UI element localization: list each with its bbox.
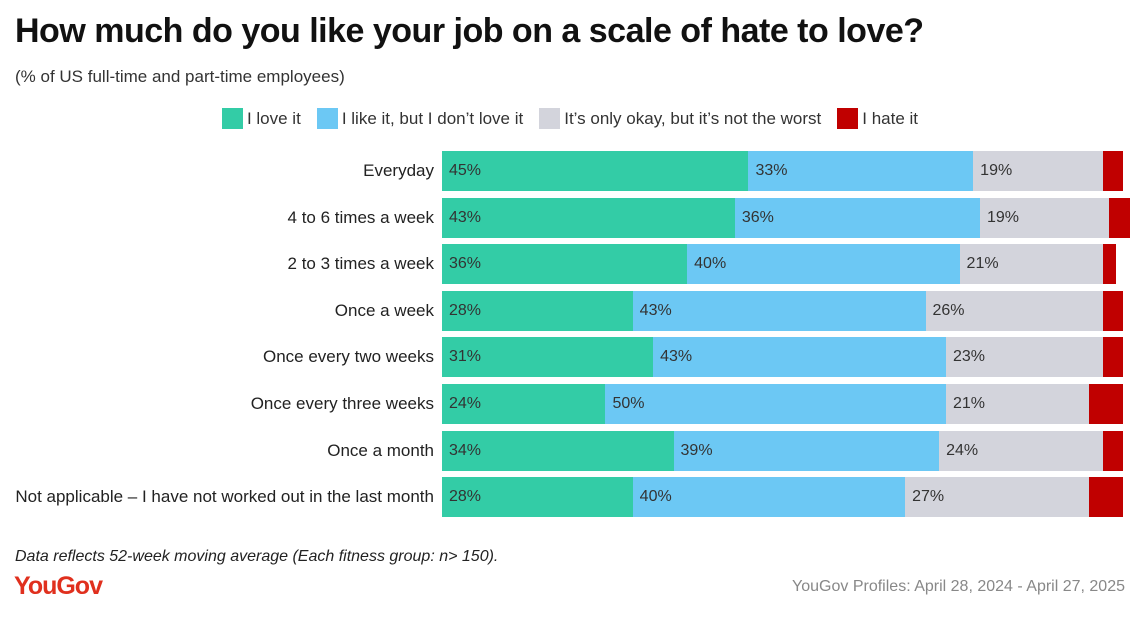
- value-label: 28%: [449, 301, 482, 319]
- bar-segment: 36%: [442, 244, 688, 285]
- bar-segment: [1102, 337, 1123, 378]
- category-label: Once a week: [334, 300, 434, 320]
- value-label: 43%: [639, 301, 672, 319]
- value-label: 26%: [932, 301, 965, 319]
- legend-item: I like it, but I don’t love it: [316, 108, 524, 129]
- bar-segment: 43%: [442, 197, 735, 238]
- legend-label: I like it, but I don’t love it: [341, 108, 524, 128]
- value-label: 34%: [449, 441, 482, 459]
- bar-segment: [1102, 244, 1117, 285]
- bar-segment: 45%: [442, 151, 749, 191]
- value-label: 19%: [980, 162, 1013, 179]
- legend-swatch: [316, 108, 338, 129]
- value-label: 36%: [449, 255, 482, 273]
- value-label: 24%: [449, 395, 482, 412]
- value-label: 40%: [639, 488, 672, 506]
- category-label: Everyday: [363, 161, 434, 180]
- bar-segment: 28%: [442, 477, 633, 518]
- value-label: 27%: [912, 488, 945, 506]
- bar-segment: 28%: [442, 290, 633, 331]
- legend: I love it I like it, but I don’t love it I…: [0, 108, 1140, 129]
- legend-swatch: [539, 108, 561, 129]
- bar-segment: 50%: [605, 384, 946, 424]
- category-label: Not applicable – I have not worked out i…: [15, 487, 434, 507]
- bar-segment: 36%: [734, 197, 980, 238]
- bar-segment: 31%: [442, 337, 654, 378]
- bar-segment: 24%: [939, 430, 1103, 471]
- value-label: 24%: [946, 441, 979, 459]
- brand-logo: YouGov: [14, 572, 103, 600]
- category-label: Once every two weeks: [262, 347, 434, 367]
- legend-label: I hate it: [862, 108, 919, 128]
- bar-segment: [1088, 384, 1123, 424]
- value-label: 21%: [952, 395, 985, 412]
- bar-segment: 27%: [905, 477, 1089, 518]
- value-label: 40%: [694, 255, 727, 273]
- legend-item: I hate it: [837, 108, 918, 129]
- bar-segment: 33%: [748, 151, 974, 191]
- bar-segment: [1109, 197, 1130, 238]
- value-label: 39%: [680, 441, 713, 459]
- bar-segment: 34%: [442, 430, 674, 471]
- value-label: 45%: [449, 162, 482, 179]
- footnote: Data reflects 52-week moving average (Ea…: [15, 548, 499, 565]
- legend-label: It’s only okay, but it’s not the worst: [564, 108, 822, 128]
- value-label: 43%: [449, 208, 482, 226]
- bar-segment: 23%: [945, 337, 1103, 378]
- bar-segment: [1102, 151, 1123, 191]
- legend-swatch: [837, 108, 859, 129]
- bar-segment: [1088, 477, 1123, 518]
- value-label: 23%: [952, 348, 985, 366]
- bar-segment: 40%: [632, 477, 906, 518]
- legend-item: I love it: [221, 108, 301, 129]
- value-label: 43%: [660, 348, 693, 366]
- category-label: 4 to 6 times a week: [287, 207, 434, 227]
- bar-segment: 26%: [925, 290, 1103, 331]
- bar-segment: 21%: [945, 384, 1089, 424]
- bar-segment: 19%: [979, 197, 1110, 238]
- bar-segment: 19%: [973, 151, 1103, 191]
- source: YouGov Profiles: April 28, 2024 - April …: [792, 578, 1125, 595]
- legend-item: It’s only okay, but it’s not the worst: [539, 108, 821, 129]
- value-label: 50%: [612, 395, 645, 412]
- chart-title: How much do you like your job on a scale…: [15, 12, 924, 50]
- legend-swatch: [221, 108, 243, 129]
- bar-segment: 43%: [632, 290, 926, 331]
- value-label: 31%: [449, 348, 482, 366]
- legend-label: I love it: [246, 108, 301, 128]
- bar-segment: [1102, 430, 1123, 471]
- bar-segment: 40%: [687, 244, 960, 285]
- category-label: Once every three weeks: [250, 394, 434, 413]
- bar-segment: 43%: [653, 337, 946, 378]
- value-label: 19%: [986, 208, 1020, 226]
- category-label: 2 to 3 times a week: [287, 254, 434, 274]
- value-label: 33%: [755, 162, 788, 179]
- bar-segment: 39%: [673, 430, 940, 471]
- category-label: Once a month: [327, 440, 434, 460]
- value-label: 28%: [449, 488, 482, 506]
- value-label: 36%: [741, 208, 774, 226]
- bar-segment: 21%: [959, 244, 1103, 285]
- chart-subtitle: (% of US full-time and part-time employe…: [15, 67, 345, 86]
- bar-segment: [1102, 290, 1123, 331]
- bar-segment: 24%: [442, 384, 606, 424]
- value-label: 21%: [966, 255, 999, 273]
